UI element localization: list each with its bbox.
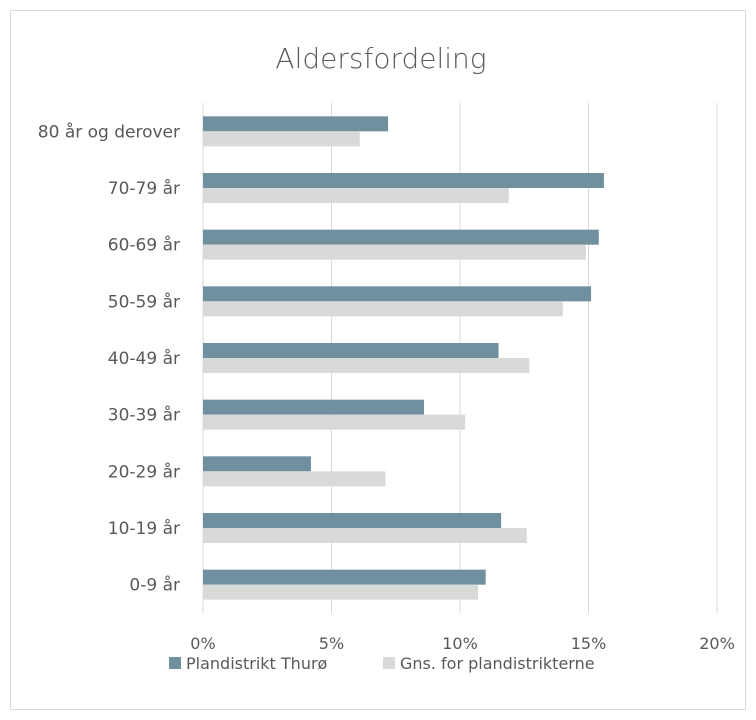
x-tick-labels: 0% 5% 10% 15% 20% — [190, 634, 734, 653]
bar — [203, 286, 592, 302]
category-label: 50-59 år — [108, 291, 180, 312]
x-tick-label: 15% — [571, 634, 607, 653]
bar — [203, 513, 502, 528]
category-label: 80 år og derover — [38, 121, 180, 142]
category-label: 40-49 år — [108, 348, 180, 369]
bars — [203, 116, 604, 600]
bar — [203, 229, 599, 245]
bar — [203, 131, 360, 147]
bar — [203, 358, 530, 373]
bar — [203, 244, 586, 260]
bar — [203, 173, 604, 188]
bar — [203, 584, 478, 600]
category-labels: 80 år og derover 70-79 år 60-69 år 50-59 år… — [38, 121, 180, 595]
x-tick-label: 5% — [319, 634, 344, 653]
bar — [203, 414, 466, 430]
bar — [203, 343, 499, 358]
bar — [203, 569, 486, 585]
legend-swatch — [169, 657, 181, 669]
bar — [203, 456, 311, 472]
category-label: 0-9 år — [129, 575, 180, 596]
bar — [203, 471, 386, 487]
bar — [203, 399, 425, 415]
category-label: 30-39 år — [108, 405, 180, 426]
legend: Plandistrikt Thurø Gns. for plandistrikte… — [169, 654, 595, 673]
x-tick-label: 10% — [442, 634, 478, 653]
bar — [203, 528, 527, 543]
legend-swatch — [383, 657, 395, 669]
category-label: 20-29 år — [108, 461, 180, 482]
x-tick-label: 0% — [190, 634, 215, 653]
x-tick-label: 20% — [699, 634, 735, 653]
category-label: 60-69 år — [108, 235, 180, 256]
category-label: 70-79 år — [108, 178, 180, 199]
bar-chart: Aldersfordeling 80 år og derover 70-79 år… — [38, 42, 735, 673]
bar — [203, 116, 389, 132]
category-label: 10-19 år — [108, 518, 180, 539]
chart-title: Aldersfordeling — [275, 42, 486, 75]
legend-label: Gns. for plandistrikterne — [400, 654, 595, 673]
legend-label: Plandistrikt Thurø — [186, 654, 328, 673]
bar — [203, 301, 563, 317]
chart-frame: Aldersfordeling 80 år og derover 70-79 år… — [10, 10, 746, 710]
bar — [203, 188, 509, 203]
